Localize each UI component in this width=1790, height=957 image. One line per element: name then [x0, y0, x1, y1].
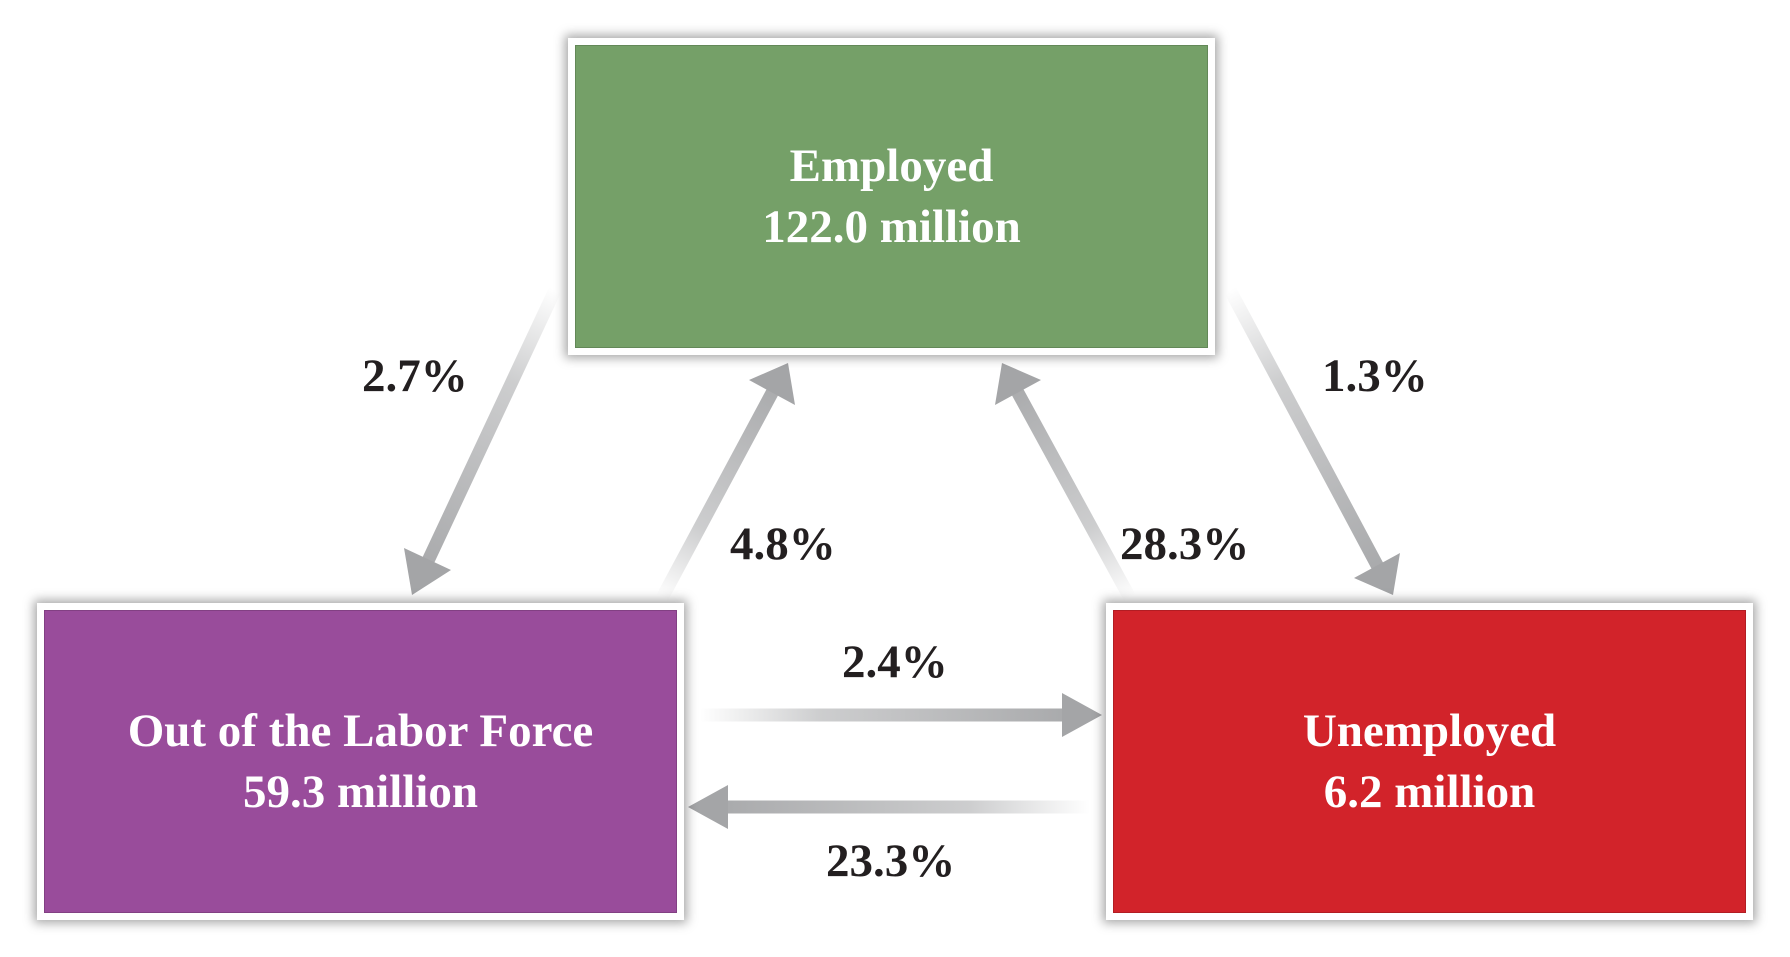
unemployed-label: Unemployed — [1302, 704, 1557, 757]
arrow-out-of-labor-force-to-employed — [656, 363, 795, 602]
unemployed-box: Unemployed 6.2 million — [1106, 603, 1753, 920]
arrow-employed-to-out-of-labor-force — [404, 287, 561, 595]
flow-label-unemployed-to-out-of-labor-force: 23.3% — [826, 835, 956, 887]
flow-label-employed-to-unemployed: 1.3% — [1322, 350, 1428, 402]
flow-label-out-of-labor-force-to-unemployed: 2.4% — [842, 636, 948, 688]
employed-label: Employed — [789, 139, 994, 192]
out-of-labor-force-box: Out of the Labor Force 59.3 million — [37, 603, 684, 920]
flow-label-out-of-labor-force-to-employed: 4.8% — [730, 518, 836, 570]
unemployed-count: 6.2 million — [1323, 765, 1536, 818]
employed-count: 122.0 million — [762, 200, 1021, 253]
out-of-labor-force-count: 59.3 million — [242, 765, 479, 818]
flow-label-unemployed-to-employed: 28.3% — [1120, 518, 1250, 570]
flow-label-employed-to-out-of-labor-force: 2.7% — [362, 350, 468, 402]
arrow-unemployed-to-employed — [995, 363, 1136, 602]
arrow-employed-to-unemployed — [1224, 286, 1400, 595]
employed-box: Employed 122.0 million — [568, 38, 1215, 355]
arrow-unemployed-to-out-of-labor-force — [688, 785, 1090, 829]
out-of-labor-force-label: Out of the Labor Force — [127, 704, 594, 757]
arrow-out-of-labor-force-to-unemployed — [700, 693, 1102, 737]
